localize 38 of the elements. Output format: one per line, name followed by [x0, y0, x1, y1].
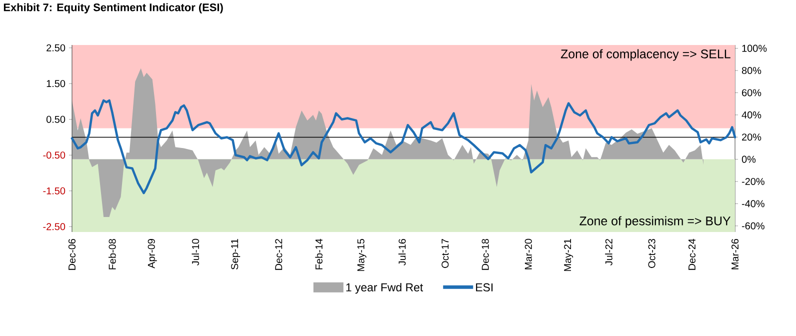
- y2-tick-label: -40%: [742, 200, 764, 208]
- y-tick-label: -0.50: [43, 152, 66, 159]
- y2-tick-label: 20%: [742, 134, 762, 141]
- x-tick-label: May-15: [357, 238, 366, 271]
- y2-tick-label: 100%: [742, 44, 767, 52]
- x-tick-label: Dec-12: [275, 239, 282, 270]
- y-tick-label: -2.50: [43, 223, 66, 230]
- x-tick-label: Jul-16: [398, 238, 406, 266]
- band-label: Zone of pessimism => BUY: [580, 216, 731, 228]
- y2-tick-label: 40%: [742, 111, 762, 118]
- x-tick-label: Mar-20: [524, 238, 532, 270]
- x-tick-label: Dec-18: [482, 238, 489, 270]
- y-tick-label: -1.50: [43, 187, 66, 194]
- y2-tick-label: -60%: [742, 222, 764, 230]
- x-tick-label: Apr-09: [148, 238, 157, 268]
- x-tick-label: Feb-08: [108, 238, 116, 270]
- band-label: Zone of complacency => SELL: [560, 49, 730, 61]
- y-tick-label: 2.50: [46, 44, 66, 52]
- x-tick-label: Feb-14: [315, 238, 322, 270]
- x-tick-label: Dec-24: [688, 238, 696, 270]
- x-tick-label: Jul-10: [192, 238, 200, 266]
- legend-label: ESI: [476, 283, 493, 292]
- x-tick-label: Sep-11: [231, 239, 240, 270]
- x-tick-label: Mar-26: [731, 238, 739, 270]
- x-tick-label: Dec-06: [68, 238, 76, 270]
- y2-tick-label: 0%: [742, 156, 756, 163]
- x-tick-label: Oct-23: [648, 238, 656, 268]
- y-tick-label: 1.50: [46, 80, 66, 88]
- line-series: [70, 99, 736, 194]
- x-tick-label: Oct-17: [442, 239, 449, 268]
- y-tick-label: 0.50: [46, 116, 66, 123]
- legend-label: 1 year Fwd Ret: [346, 283, 424, 294]
- chart-title: Exhibit 7: Equity Sentiment Indicator (ESI): [4, 3, 223, 14]
- y2-tick-label: 60%: [742, 89, 762, 96]
- y2-tick-label: 80%: [742, 67, 762, 74]
- x-tick-label: Jul-22: [605, 239, 612, 266]
- x-tick-label: May-21: [564, 239, 574, 271]
- y2-tick-label: -20%: [742, 178, 764, 186]
